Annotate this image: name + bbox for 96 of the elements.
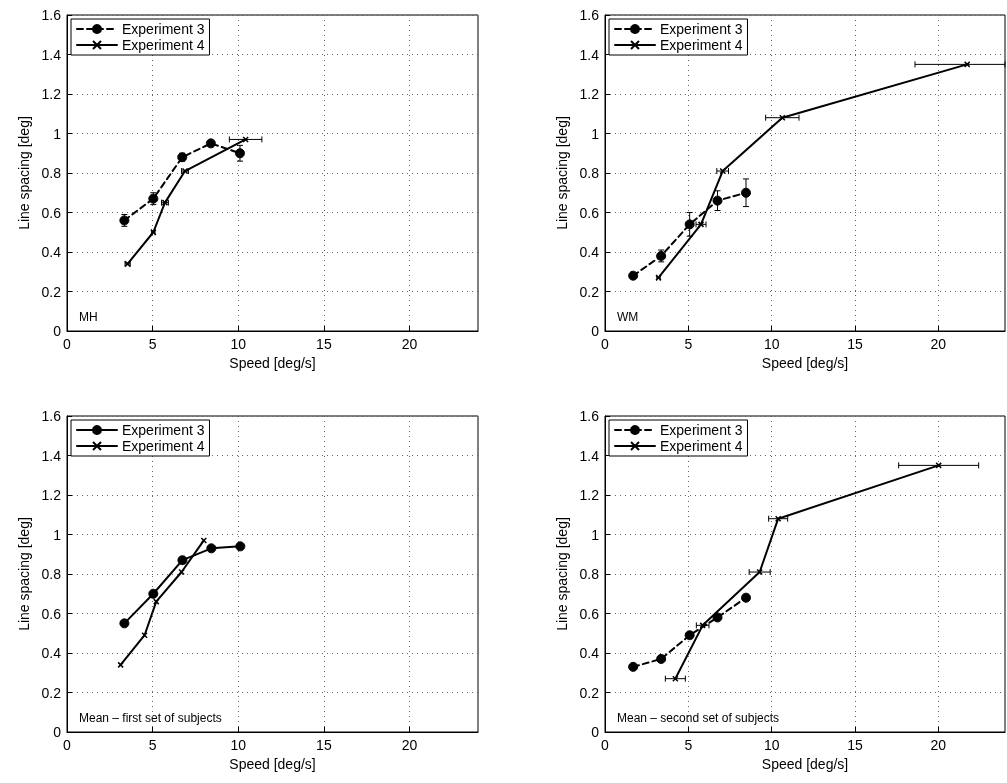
point — [205, 138, 216, 149]
y-tick-label: 1.2 — [41, 86, 62, 102]
x-tick-label: 20 — [401, 336, 418, 352]
y-tick-label: 1.4 — [579, 447, 600, 464]
point — [177, 555, 188, 566]
x-tick-label: 5 — [684, 336, 693, 352]
y-tick-label: 1.2 — [41, 487, 62, 503]
y-tick-label: 0 — [591, 724, 600, 740]
x-tick-label: 15 — [847, 737, 863, 753]
point — [234, 148, 245, 159]
x-tick-label: 10 — [763, 336, 780, 352]
y-tick-label: 1 — [53, 125, 62, 142]
x-tick-label: 10 — [763, 737, 780, 753]
y-axis-title: Line spacing [deg] — [15, 116, 32, 230]
y-tick-label: 0.2 — [41, 684, 62, 701]
legend-label: Experiment 3 — [122, 422, 205, 438]
y-tick-label: 0.6 — [41, 204, 62, 221]
y-tick-label: 1 — [591, 125, 600, 142]
legend-label: Experiment 4 — [660, 37, 743, 53]
y-tick-label: 0.4 — [41, 645, 62, 661]
point — [672, 675, 679, 682]
x-tick-label: 5 — [684, 737, 693, 753]
y-tick-label: 1.4 — [579, 46, 600, 63]
legend-label: Experiment 3 — [660, 422, 743, 438]
x-tick-label: 0 — [601, 737, 610, 753]
annotation: Mean – first set of subjects — [79, 711, 222, 725]
point — [712, 612, 723, 623]
y-tick-label: 0 — [53, 323, 62, 339]
y-tick-label: 1.6 — [579, 408, 600, 424]
x-tick-label: 10 — [230, 737, 247, 753]
point — [628, 661, 639, 672]
y-tick-label: 0.4 — [579, 244, 600, 260]
point — [242, 136, 249, 143]
y-tick-label: 1 — [53, 526, 62, 543]
point — [119, 618, 130, 629]
x-tick-label: 20 — [930, 336, 947, 352]
annotation: MH — [79, 310, 98, 324]
point — [779, 114, 786, 121]
legend-label: Experiment 4 — [660, 438, 743, 454]
y-axis-title: Line spacing [deg] — [15, 517, 32, 631]
y-tick-label: 0 — [53, 724, 62, 740]
legend-label: Experiment 4 — [122, 438, 205, 454]
point — [148, 588, 159, 599]
y-tick-label: 1.6 — [41, 408, 62, 424]
x-tick-label: 5 — [148, 336, 157, 352]
y-tick-label: 0.8 — [41, 165, 62, 181]
x-tick-label: 15 — [316, 336, 332, 352]
x-tick-label: 10 — [230, 336, 247, 352]
x-tick-label: 0 — [63, 336, 72, 352]
point — [712, 195, 723, 206]
legend-label: Experiment 4 — [122, 37, 205, 53]
annotation: Mean – second set of subjects — [617, 711, 780, 725]
legend-label: Experiment 3 — [122, 21, 205, 37]
y-axis-title: Line spacing [deg] — [553, 517, 570, 631]
point — [206, 543, 217, 554]
y-tick-label: 1.2 — [579, 487, 600, 503]
point — [741, 187, 751, 198]
y-tick-label: 1 — [591, 526, 600, 543]
x-tick-label: 20 — [930, 737, 947, 753]
y-tick-label: 0.2 — [41, 283, 62, 300]
y-tick-label: 1.6 — [579, 7, 600, 23]
y-tick-label: 1.6 — [41, 7, 62, 23]
x-tick-label: 0 — [63, 737, 72, 753]
point — [684, 630, 695, 641]
x-tick-label: 15 — [847, 336, 863, 352]
point — [699, 622, 706, 629]
legend-label: Experiment 3 — [660, 21, 743, 37]
y-tick-label: 0.4 — [41, 244, 62, 260]
y-tick-label: 0.6 — [41, 605, 62, 622]
y-tick-label: 0.8 — [41, 566, 62, 582]
x-tick-label: 5 — [148, 737, 157, 753]
x-tick-label: 20 — [401, 737, 418, 753]
y-tick-label: 1.4 — [41, 46, 62, 63]
y-axis-title: Line spacing [deg] — [553, 116, 570, 230]
y-tick-label: 1.2 — [579, 86, 600, 102]
x-axis-title: Speed [deg/s] — [229, 354, 316, 371]
y-tick-label: 0.8 — [579, 165, 600, 181]
y-tick-label: 0.6 — [579, 605, 600, 622]
y-tick-label: 0.6 — [579, 204, 600, 221]
y-tick-label: 0 — [591, 323, 600, 339]
x-axis-title: Speed [deg/s] — [761, 755, 849, 772]
y-tick-label: 0.4 — [579, 645, 600, 661]
x-axis-title: Speed [deg/s] — [761, 354, 849, 371]
point — [935, 462, 942, 469]
y-tick-label: 0.8 — [579, 566, 600, 582]
y-tick-label: 0.2 — [579, 684, 600, 701]
point — [235, 541, 246, 552]
x-tick-label: 15 — [316, 737, 332, 753]
annotation: WM — [617, 310, 639, 324]
point — [656, 653, 667, 664]
point — [741, 592, 751, 603]
x-tick-label: 0 — [601, 336, 610, 352]
point — [628, 270, 639, 281]
y-tick-label: 1.4 — [41, 447, 62, 464]
x-axis-title: Speed [deg/s] — [229, 755, 316, 772]
y-tick-label: 0.2 — [579, 283, 600, 300]
